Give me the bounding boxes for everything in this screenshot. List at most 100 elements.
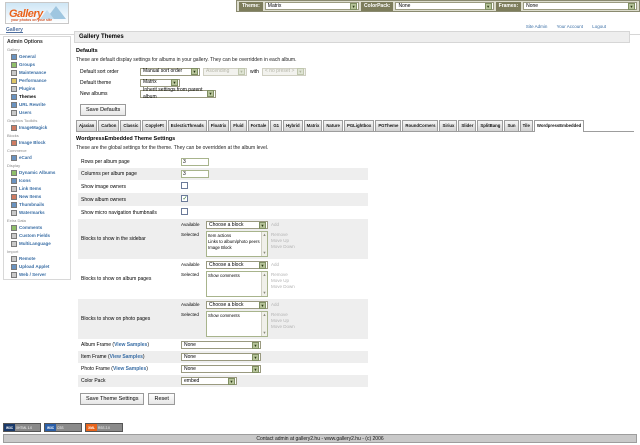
blocks-to-show-on-photo-pages-add-button[interactable]: Add bbox=[271, 302, 280, 307]
blocks-to-show-on-photo-pages-move-up-button[interactable]: Move Up bbox=[271, 318, 290, 323]
sort-direction-select[interactable]: Ascending ▼ bbox=[203, 67, 247, 76]
scroll-up-icon[interactable]: ▲ bbox=[262, 232, 267, 237]
sidebar-item-thumbnails[interactable]: Thumbnails bbox=[11, 201, 67, 208]
scroll-up-icon[interactable]: ▲ bbox=[262, 312, 267, 317]
blocks-to-show-on-photo-pages-selected-list[interactable]: Show comments ▲ ▼ bbox=[206, 311, 268, 337]
columns-per-album-page-input[interactable] bbox=[181, 170, 209, 178]
show-micro-navigation-thumbnails-checkbox[interactable] bbox=[181, 208, 188, 215]
scroll-down-icon[interactable]: ▼ bbox=[262, 250, 267, 255]
link-logout[interactable]: Logout bbox=[592, 24, 606, 29]
sidebar-item-themes[interactable]: Themes bbox=[11, 93, 67, 100]
save-defaults-button[interactable]: Save Defaults bbox=[80, 104, 127, 116]
save-theme-settings-button[interactable]: Save Theme Settings bbox=[80, 393, 145, 405]
album-frame-select[interactable]: None ▼ bbox=[181, 341, 261, 349]
sidebar-item-imagemagick[interactable]: ImageMagick bbox=[11, 124, 67, 131]
breadcrumb[interactable]: Gallery bbox=[6, 27, 23, 33]
blocks-to-show-in-the-sidebar-available-select[interactable]: Choose a block ▼ bbox=[206, 221, 268, 229]
color-pack-select[interactable]: embed ▼ bbox=[181, 377, 237, 385]
theme-selector[interactable]: Matrix ▼ bbox=[264, 2, 360, 10]
gallery-logo[interactable]: Gallery your photos on your site bbox=[5, 2, 69, 24]
tab-pglightbox[interactable]: PGLightbox bbox=[343, 120, 375, 131]
link-your-account[interactable]: Your Account bbox=[556, 24, 583, 29]
item-frame-view-samples-link[interactable]: View Samples bbox=[109, 354, 143, 360]
colorpack-selector[interactable]: None ▼ bbox=[395, 2, 494, 10]
sidebar-item-web-server[interactable]: Web / Server bbox=[11, 271, 67, 278]
list-item[interactable]: Item actions bbox=[208, 233, 232, 238]
blocks-to-show-on-photo-pages-move-down-button[interactable]: Move Down bbox=[271, 324, 295, 329]
sidebar-item-url-rewrite[interactable]: URL Rewrite bbox=[11, 101, 67, 108]
default-sort-order-select[interactable]: Manual sort order ▼ bbox=[140, 67, 200, 76]
sidebar-item-new-items[interactable]: New Items bbox=[11, 193, 67, 200]
show-image-owners-checkbox[interactable] bbox=[181, 182, 188, 189]
frames-selector[interactable]: None ▼ bbox=[523, 2, 637, 10]
tab-wordpressembedded[interactable]: WordpressEmbedded bbox=[533, 120, 585, 132]
tab-roundcorners[interactable]: RoundCorners bbox=[402, 120, 439, 131]
reset-button[interactable]: Reset bbox=[148, 393, 175, 405]
blocks-to-show-on-photo-pages-available-select[interactable]: Choose a block ▼ bbox=[206, 301, 268, 309]
tab-nature[interactable]: Nature bbox=[323, 120, 343, 131]
tab-forsale[interactable]: ForSale bbox=[247, 120, 270, 131]
blocks-to-show-on-photo-pages-remove-button[interactable]: Remove bbox=[271, 312, 288, 317]
sidebar-item-custom-fields[interactable]: Custom Fields bbox=[11, 232, 67, 239]
sidebar-item-dynamic-albums[interactable]: Dynamic Albums bbox=[11, 169, 67, 176]
blocks-to-show-on-album-pages-remove-button[interactable]: Remove bbox=[271, 272, 288, 277]
tab-pgtheme[interactable]: PGTheme bbox=[375, 120, 402, 131]
tab-ajaxian[interactable]: Ajaxian bbox=[76, 120, 98, 131]
scroll-up-icon[interactable]: ▲ bbox=[262, 272, 267, 277]
sidebar-item-watermarks[interactable]: Watermarks bbox=[11, 209, 67, 216]
photo-frame-view-samples-link[interactable]: View Samples bbox=[112, 366, 147, 372]
list-item[interactable]: Show comments bbox=[208, 273, 240, 278]
scroll-down-icon[interactable]: ▼ bbox=[262, 290, 267, 295]
link-site-admin[interactable]: Site Admin bbox=[525, 24, 548, 29]
blocks-to-show-on-album-pages-move-down-button[interactable]: Move Down bbox=[271, 284, 295, 289]
sidebar-item-performance[interactable]: Performance bbox=[11, 77, 67, 84]
sidebar-item-maintenance[interactable]: Maintenance bbox=[11, 69, 67, 76]
list-item[interactable]: Image Block bbox=[208, 245, 232, 250]
badge-rss[interactable]: XML RSS 2.0 bbox=[85, 423, 123, 432]
tab-tile[interactable]: Tile bbox=[519, 120, 533, 131]
new-albums-select[interactable]: Inherit settings from parent album ▼ bbox=[140, 87, 216, 100]
badge-css[interactable]: W3C CSS bbox=[44, 423, 82, 432]
show-album-owners-checkbox[interactable] bbox=[181, 195, 188, 203]
tab-hybrid[interactable]: Hybrid bbox=[283, 120, 303, 131]
album-frame-view-samples-link[interactable]: View Samples bbox=[114, 342, 148, 348]
blocks-to-show-in-the-sidebar-remove-button[interactable]: Remove bbox=[271, 232, 288, 237]
sidebar-item-users[interactable]: Users bbox=[11, 109, 67, 116]
scroll-down-icon[interactable]: ▼ bbox=[262, 330, 267, 335]
sidebar-item-remote[interactable]: Remote bbox=[11, 255, 67, 262]
tab-sun[interactable]: Sun bbox=[504, 120, 519, 131]
blocks-to-show-in-the-sidebar-move-up-button[interactable]: Move Up bbox=[271, 238, 290, 243]
tab-floatrix[interactable]: Floatrix bbox=[207, 120, 230, 131]
sidebar-item-link-items[interactable]: Link Items bbox=[11, 185, 67, 192]
blocks-to-show-on-album-pages-add-button[interactable]: Add bbox=[271, 262, 280, 267]
blocks-to-show-on-photo-pages-scrollbar[interactable]: ▲ ▼ bbox=[261, 312, 267, 336]
sidebar-item-image-block[interactable]: Image Block bbox=[11, 139, 67, 146]
tab-eclecticthreads[interactable]: EclecticThreads bbox=[167, 120, 207, 131]
sort-preset-select[interactable]: < no preset > ▼ bbox=[261, 67, 306, 76]
blocks-to-show-on-album-pages-selected-list[interactable]: Show comments ▲ ▼ bbox=[206, 271, 268, 297]
sidebar-item-icons[interactable]: Icons bbox=[11, 177, 67, 184]
blocks-to-show-in-the-sidebar-add-button[interactable]: Add bbox=[271, 222, 280, 227]
tab-slider[interactable]: Slider bbox=[458, 120, 477, 131]
sidebar-item-ecard[interactable]: eCard bbox=[11, 154, 67, 161]
tab-fluid[interactable]: Fluid bbox=[230, 120, 247, 131]
tab-classic[interactable]: Classic bbox=[120, 120, 142, 131]
tab-splitbang[interactable]: SplitBang bbox=[477, 120, 504, 131]
list-item[interactable]: Links to album/photo peers bbox=[208, 239, 260, 244]
list-item[interactable]: Show comments bbox=[208, 313, 240, 318]
default-theme-select[interactable]: Matrix ▼ bbox=[140, 78, 180, 87]
tab-matrix[interactable]: Matrix bbox=[303, 120, 323, 131]
badge-xhtml[interactable]: W3C XHTML 1.0 bbox=[3, 423, 41, 432]
blocks-to-show-in-the-sidebar-move-down-button[interactable]: Move Down bbox=[271, 244, 295, 249]
tab-siriux[interactable]: Siriux bbox=[439, 120, 458, 131]
blocks-to-show-on-album-pages-move-up-button[interactable]: Move Up bbox=[271, 278, 290, 283]
sidebar-item-general[interactable]: General bbox=[11, 53, 67, 60]
sidebar-item-plugins[interactable]: Plugins bbox=[11, 85, 67, 92]
item-frame-select[interactable]: None ▼ bbox=[181, 353, 261, 361]
blocks-to-show-on-album-pages-scrollbar[interactable]: ▲ ▼ bbox=[261, 272, 267, 296]
tab-g1[interactable]: G1 bbox=[270, 120, 283, 131]
tab-copyleft[interactable]: CopyleFt bbox=[142, 120, 167, 131]
tab-carbon[interactable]: Carbon bbox=[98, 120, 120, 131]
blocks-to-show-on-album-pages-available-select[interactable]: Choose a block ▼ bbox=[206, 261, 268, 269]
rows-per-album-page-input[interactable] bbox=[181, 158, 209, 166]
